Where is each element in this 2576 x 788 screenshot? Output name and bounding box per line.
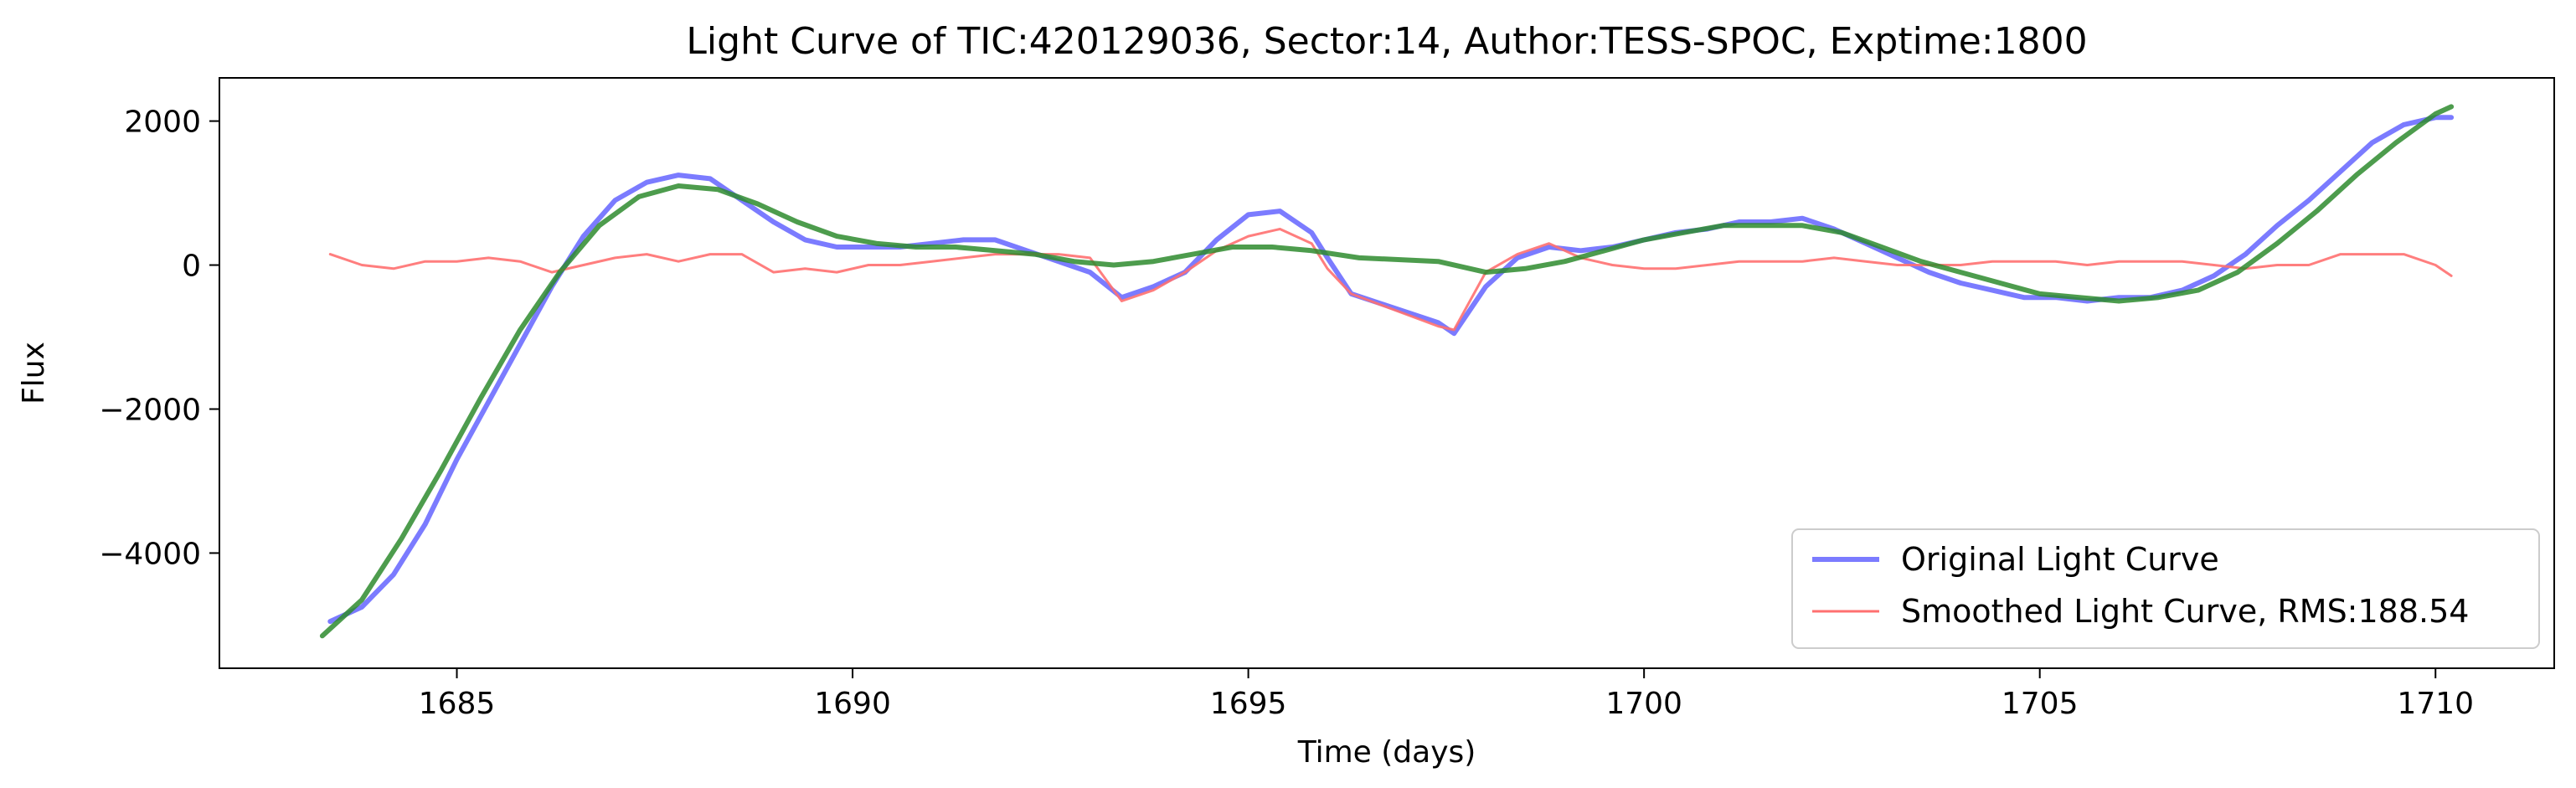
y-axis: 2000 0 −2000 −4000 (99, 106, 219, 571)
legend: Original Light Curve Smoothed Light Curve… (1791, 528, 2540, 649)
x-tick-label: 1690 (814, 687, 891, 721)
x-axis: 1685 1690 1695 1700 1705 1710 (419, 668, 2474, 721)
x-axis-label: Time (days) (1297, 735, 1476, 770)
series-layer (319, 104, 2455, 639)
y-axis-label: Flux (17, 342, 51, 404)
x-tick-label: 1700 (1605, 687, 1682, 721)
series-line-2 (328, 228, 2453, 332)
y-tick-label: −2000 (99, 393, 201, 427)
x-tick-label: 1705 (2002, 687, 2079, 721)
x-tick-label: 1710 (2397, 687, 2474, 721)
plot-frame (219, 77, 2555, 669)
chart-title: Light Curve of TIC:420129036, Sector:14,… (686, 20, 2087, 63)
series-line-3 (319, 104, 2455, 639)
legend-box (1791, 528, 2540, 649)
legend-label: Smoothed Light Curve, RMS:188.54 (1901, 593, 2469, 630)
x-tick-label: 1695 (1210, 687, 1287, 721)
y-tick-label: 2000 (124, 106, 201, 140)
legend-label: Original Light Curve (1901, 541, 2219, 578)
x-tick-label: 1685 (419, 687, 496, 721)
plot-area (219, 77, 2555, 669)
y-tick-label: −4000 (99, 537, 201, 571)
y-tick-label: 0 (182, 250, 201, 284)
